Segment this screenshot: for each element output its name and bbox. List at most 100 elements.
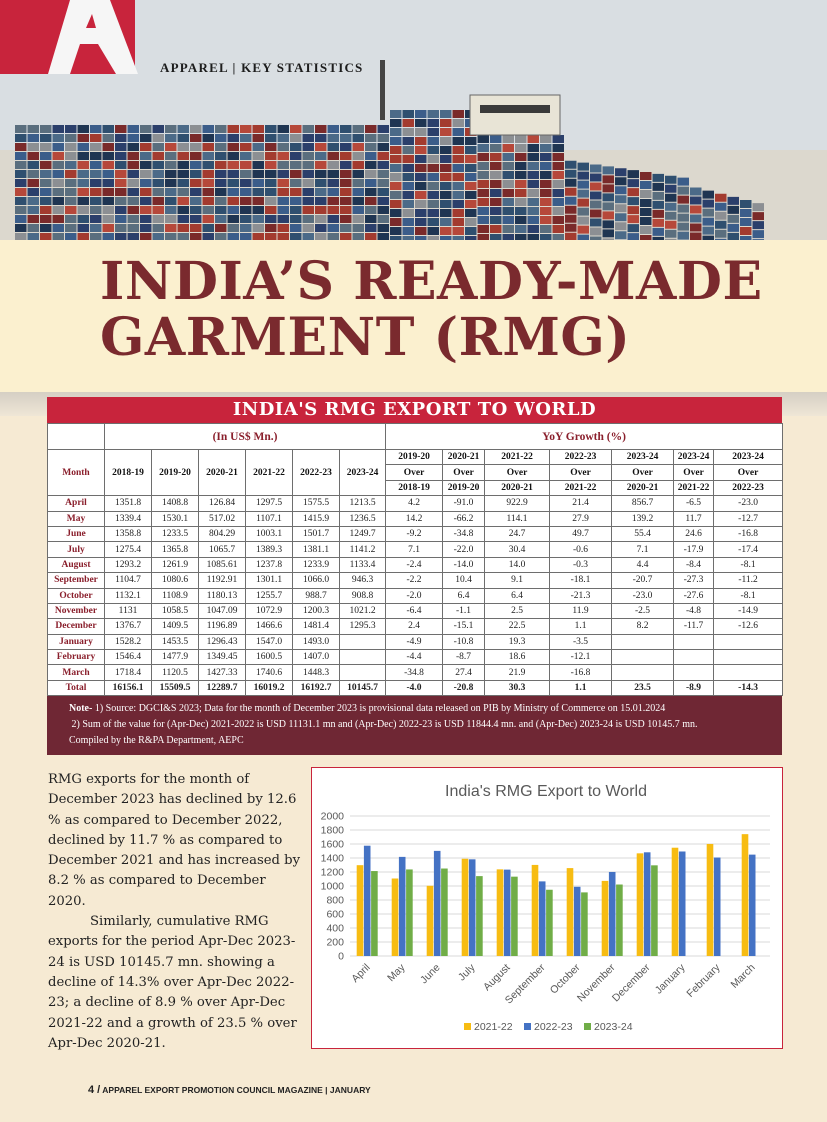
table-cell: -3.5 xyxy=(549,633,613,651)
table-cell: 1427.33 xyxy=(198,664,246,681)
container-block xyxy=(127,224,139,232)
container-block xyxy=(715,229,727,238)
container-block xyxy=(302,224,314,232)
container-block xyxy=(215,188,227,196)
container-block xyxy=(277,152,289,160)
container-block xyxy=(165,125,177,133)
container-block xyxy=(190,224,202,232)
container-block xyxy=(490,144,502,152)
container-block xyxy=(590,173,602,182)
container-block xyxy=(490,207,502,215)
container-block xyxy=(552,225,564,233)
table-cell: 1293.2 xyxy=(104,556,152,574)
container-block xyxy=(740,200,752,208)
container-block xyxy=(440,218,452,226)
container-block xyxy=(102,188,114,196)
container-block xyxy=(140,179,152,187)
container-block xyxy=(477,153,489,161)
container-block xyxy=(227,224,239,232)
container-block xyxy=(290,206,302,214)
table-cell: 1376.7 xyxy=(104,618,152,635)
container-block xyxy=(365,143,377,151)
container-block xyxy=(215,170,227,178)
container-block xyxy=(265,125,277,133)
container-block xyxy=(327,161,339,169)
container-block xyxy=(515,162,527,170)
bar xyxy=(636,853,644,956)
container-block xyxy=(215,215,227,223)
container-block xyxy=(377,197,389,205)
table-cell: 946.3 xyxy=(338,572,387,589)
container-block xyxy=(502,216,514,224)
container-block xyxy=(477,216,489,224)
table-cell: -12.6 xyxy=(713,618,784,635)
x-tick-label: January xyxy=(653,961,688,996)
bar xyxy=(356,865,364,956)
container-block xyxy=(502,171,514,179)
table-cell: 6.4 xyxy=(484,587,551,604)
table-cell: -9.2 xyxy=(385,525,444,543)
x-tick-label: April xyxy=(349,962,372,985)
container-block xyxy=(490,162,502,170)
container-block xyxy=(665,175,677,184)
container-block xyxy=(77,143,89,151)
container-block xyxy=(127,143,139,151)
container-block xyxy=(352,143,364,151)
container-block xyxy=(165,161,177,169)
container-block xyxy=(415,110,427,118)
container-block xyxy=(365,152,377,160)
container-block xyxy=(390,146,402,154)
container-block xyxy=(340,125,352,133)
container-block xyxy=(15,188,27,196)
container-block xyxy=(115,179,127,187)
container-block xyxy=(227,215,239,223)
container-block xyxy=(415,164,427,172)
container-block xyxy=(177,134,189,142)
bar xyxy=(398,856,406,956)
table-cell: -0.3 xyxy=(549,556,613,574)
x-tick-label: August xyxy=(481,962,513,994)
container-block xyxy=(77,215,89,223)
container-block xyxy=(377,233,389,241)
container-block xyxy=(27,224,39,232)
table-cell: 24.6 xyxy=(673,525,715,543)
container-block xyxy=(752,221,764,230)
table-cell: 1180.13 xyxy=(198,587,246,604)
container-block xyxy=(215,224,227,232)
container-block xyxy=(415,155,427,163)
x-tick-label: June xyxy=(418,962,443,987)
table-cell: 10145.7 xyxy=(338,679,387,697)
container-block xyxy=(327,170,339,178)
container-block xyxy=(240,215,252,223)
container-block xyxy=(402,182,414,190)
container-block xyxy=(177,224,189,232)
table-cell: 1.1 xyxy=(549,679,613,697)
container-block xyxy=(252,170,264,178)
container-block xyxy=(740,218,752,226)
table-cell xyxy=(611,633,675,651)
container-block xyxy=(727,232,739,241)
table-cell: -34.8 xyxy=(385,664,444,681)
container-block xyxy=(515,171,527,179)
container-block xyxy=(465,137,477,145)
table-cell: 1085.61 xyxy=(198,556,246,574)
container-block xyxy=(627,179,639,188)
container-block xyxy=(452,227,464,235)
container-block xyxy=(152,224,164,232)
container-block xyxy=(152,197,164,205)
container-block xyxy=(215,233,227,241)
container-block xyxy=(352,215,364,223)
table-cell: 1477.9 xyxy=(151,649,199,666)
container-block xyxy=(627,215,639,224)
container-block xyxy=(465,173,477,181)
container-block xyxy=(265,215,277,223)
container-block xyxy=(527,135,539,143)
container-block xyxy=(290,179,302,187)
table-cell: 1133.4 xyxy=(338,556,387,574)
table-row: December 1376.7 1409.5 1196.89 1466.6 1481.4 1… xyxy=(47,618,784,635)
table-cell: 1108.9 xyxy=(151,587,199,604)
container-block xyxy=(265,161,277,169)
container-block xyxy=(465,218,477,226)
container-block xyxy=(690,223,702,232)
container-block xyxy=(565,232,577,241)
